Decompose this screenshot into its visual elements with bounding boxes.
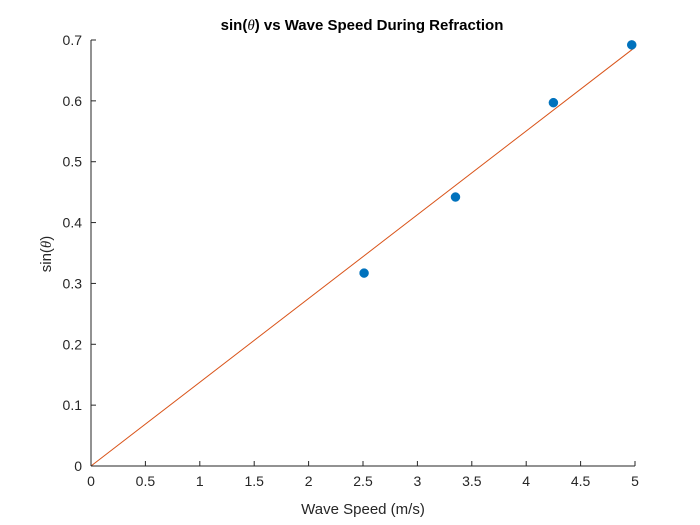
plot-area (90, 40, 637, 467)
x-tick-label: 0.5 (136, 473, 156, 489)
y-tick-label: 0 (74, 458, 82, 474)
x-tick-label: 1 (196, 473, 204, 489)
y-tick-label: 0.1 (63, 397, 83, 413)
x-axis: 0 0.5 1 1.5 2 2.5 3 3.5 4 4.5 5 (87, 461, 639, 489)
y-axis: 0 0.1 0.2 0.3 0.4 0.5 0.6 0.7 (63, 32, 96, 474)
data-point (626, 40, 637, 50)
x-tick-label: 2 (305, 473, 313, 489)
x-tick-label: 3 (414, 473, 422, 489)
chart-title: sin(θ) vs Wave Speed During Refraction (221, 17, 504, 34)
y-tick-label: 0.2 (63, 336, 83, 352)
x-tick-label: 4 (522, 473, 530, 489)
y-tick-label: 0.3 (63, 275, 83, 291)
chart-title-start: sin( (221, 17, 248, 34)
y-tick-label: 0.5 (63, 154, 83, 170)
y-tick-label: 0.6 (63, 93, 83, 109)
chart-title-symbol: θ (247, 18, 255, 34)
y-axis-label-start: sin( (38, 248, 55, 272)
x-tick-label: 2.5 (353, 473, 373, 489)
x-axis-label: Wave Speed (m/s) (301, 501, 425, 518)
x-tick-label: 3.5 (462, 473, 482, 489)
y-axis-label: sin(θ) (38, 236, 55, 273)
data-point (359, 268, 369, 278)
plot-background (91, 40, 635, 466)
x-tick-label: 4.5 (571, 473, 591, 489)
data-point (548, 97, 559, 108)
x-tick-label: 1.5 (244, 473, 264, 489)
y-axis-label-symbol: θ (39, 240, 55, 248)
y-tick-label: 0.4 (63, 215, 83, 231)
data-point (450, 192, 461, 202)
x-tick-label: 5 (631, 473, 639, 489)
y-axis-label-end: ) (38, 236, 55, 241)
x-tick-label: 0 (87, 473, 95, 489)
chart-title-end: ) vs Wave Speed During Refraction (255, 17, 504, 34)
fit-line (90, 46, 636, 467)
y-tick-label: 0.7 (63, 32, 83, 48)
